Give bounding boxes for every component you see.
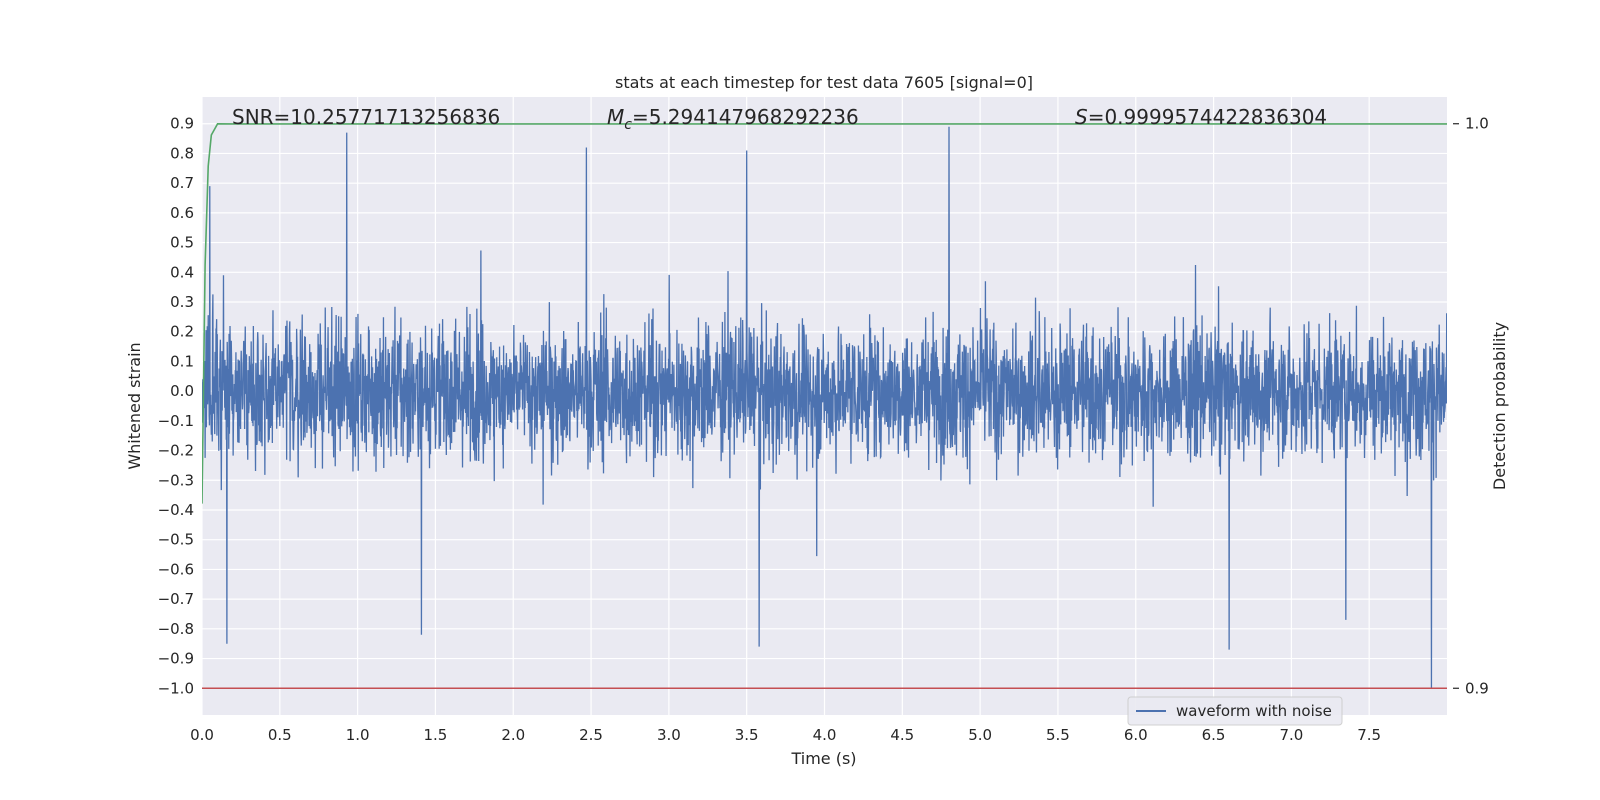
y-tick-label: 0.4 bbox=[170, 263, 194, 281]
y-tick-label: 0.7 bbox=[170, 174, 194, 192]
x-tick-label: 5.0 bbox=[968, 726, 992, 744]
x-tick-label: 2.0 bbox=[501, 726, 525, 744]
x-tick-label: 1.0 bbox=[346, 726, 370, 744]
y-tick-label: −0.4 bbox=[158, 501, 194, 519]
y-tick-label: −0.7 bbox=[158, 590, 194, 608]
x-tick-label: 0.5 bbox=[268, 726, 292, 744]
x-tick-label: 3.0 bbox=[657, 726, 681, 744]
y-tick-label: −0.8 bbox=[158, 620, 194, 638]
score-annotation: S=0.9999574422836304 bbox=[1075, 105, 1327, 129]
y-tick-label: 0.3 bbox=[170, 293, 194, 311]
series-detection-probability bbox=[202, 123, 1447, 504]
y-tick-label: 0.5 bbox=[170, 234, 194, 252]
y-axis-label: Whitened strain bbox=[125, 342, 144, 469]
x-tick-label: 5.5 bbox=[1046, 726, 1070, 744]
tick-labels: 0.0 0.5 1.0 1.5 2.0 2.5 3.0 3.5 4.0 4.5 5.0 5.5 6.0 6… bbox=[158, 115, 1489, 744]
legend: waveform with noise bbox=[1127, 696, 1343, 726]
y-tick-label: 0.6 bbox=[170, 204, 194, 222]
legend-box bbox=[1127, 696, 1343, 726]
x-tick-label: 2.5 bbox=[579, 726, 603, 744]
x-tick-label: 1.5 bbox=[424, 726, 448, 744]
legend-label: waveform with noise bbox=[1176, 702, 1332, 720]
chirp-mass-value: =5.294147968292236 bbox=[632, 105, 859, 129]
y-tick-label: 0.0 bbox=[170, 382, 194, 400]
plot-area bbox=[202, 123, 1447, 690]
x-tick-label: 4.0 bbox=[813, 726, 837, 744]
snr-annotation: SNR=10.25771713256836 bbox=[232, 105, 500, 129]
chirp-mass-annotation: Mc=5.294147968292236 bbox=[607, 105, 859, 133]
chirp-mass-symbol: M bbox=[607, 105, 624, 129]
y-tick-label: 0.8 bbox=[170, 144, 194, 162]
series-waveform-with-noise bbox=[202, 126, 1447, 689]
y-tick-label: 0.2 bbox=[170, 323, 194, 341]
y-tick-label: −1.0 bbox=[158, 679, 194, 697]
x-tick-label: 6.5 bbox=[1202, 726, 1226, 744]
x-tick-label: 4.5 bbox=[890, 726, 914, 744]
x-tick-label: 0.0 bbox=[190, 726, 214, 744]
y-tick-label: −0.3 bbox=[158, 471, 194, 489]
chart-title: stats at each timestep for test data 760… bbox=[615, 73, 1033, 92]
y-tick-label: −0.2 bbox=[158, 442, 194, 460]
x-tick-label: 3.5 bbox=[735, 726, 759, 744]
x-tick-label: 7.0 bbox=[1279, 726, 1303, 744]
y-tick-label: −0.6 bbox=[158, 560, 194, 578]
y2-tick-label: 0.9 bbox=[1465, 679, 1489, 697]
y-tick-label: −0.9 bbox=[158, 650, 194, 668]
y-tick-label: 0.9 bbox=[170, 115, 194, 133]
y2-tick-label: 1.0 bbox=[1465, 115, 1489, 133]
y-tick-label: −0.5 bbox=[158, 531, 194, 549]
score-value: =0.9999574422836304 bbox=[1088, 105, 1327, 129]
score-symbol: S bbox=[1075, 105, 1088, 129]
y2-axis-label: Detection probability bbox=[1490, 322, 1509, 490]
chirp-mass-subscript: c bbox=[624, 117, 632, 133]
x-tick-label: 7.5 bbox=[1357, 726, 1381, 744]
x-axis-label: Time (s) bbox=[790, 749, 856, 768]
y-tick-label: 0.1 bbox=[170, 352, 194, 370]
x-tick-label: 6.0 bbox=[1124, 726, 1148, 744]
y-tick-label: −0.1 bbox=[158, 412, 194, 430]
